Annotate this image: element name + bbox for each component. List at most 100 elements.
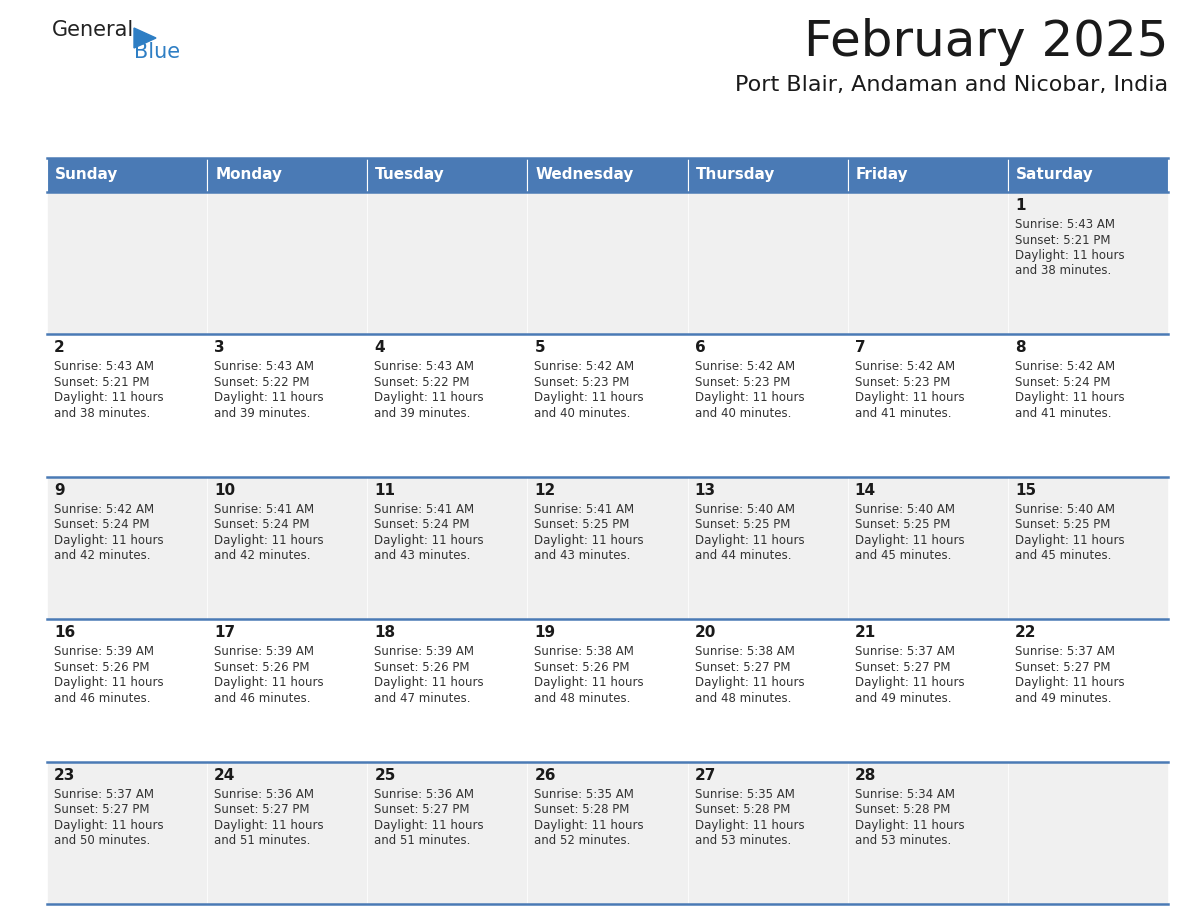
Text: 19: 19 xyxy=(535,625,556,640)
Text: Sunset: 5:22 PM: Sunset: 5:22 PM xyxy=(374,375,469,389)
Text: Sunrise: 5:42 AM: Sunrise: 5:42 AM xyxy=(854,361,955,374)
Text: Sunrise: 5:43 AM: Sunrise: 5:43 AM xyxy=(1015,218,1114,231)
Text: Sunset: 5:27 PM: Sunset: 5:27 PM xyxy=(214,803,310,816)
Bar xyxy=(207,620,367,762)
Text: and 39 minutes.: and 39 minutes. xyxy=(214,407,310,420)
Text: and 51 minutes.: and 51 minutes. xyxy=(374,834,470,847)
Text: Sunrise: 5:37 AM: Sunrise: 5:37 AM xyxy=(854,645,955,658)
Text: and 39 minutes.: and 39 minutes. xyxy=(374,407,470,420)
Bar xyxy=(527,762,688,904)
Text: Sunrise: 5:38 AM: Sunrise: 5:38 AM xyxy=(695,645,795,658)
Text: Tuesday: Tuesday xyxy=(375,167,446,183)
Bar xyxy=(688,158,848,192)
Text: Sunset: 5:26 PM: Sunset: 5:26 PM xyxy=(535,661,630,674)
Text: Sunset: 5:24 PM: Sunset: 5:24 PM xyxy=(53,519,150,532)
Text: Daylight: 11 hours: Daylight: 11 hours xyxy=(214,391,324,405)
Text: and 42 minutes.: and 42 minutes. xyxy=(214,549,310,563)
Text: 2: 2 xyxy=(53,341,65,355)
Text: Sunrise: 5:41 AM: Sunrise: 5:41 AM xyxy=(214,503,315,516)
Text: Daylight: 11 hours: Daylight: 11 hours xyxy=(214,819,324,832)
Text: 20: 20 xyxy=(695,625,716,640)
Text: and 38 minutes.: and 38 minutes. xyxy=(53,407,150,420)
Bar xyxy=(367,334,527,476)
Text: Sunrise: 5:34 AM: Sunrise: 5:34 AM xyxy=(854,788,955,800)
Text: 23: 23 xyxy=(53,767,75,783)
Text: 26: 26 xyxy=(535,767,556,783)
Bar xyxy=(48,620,207,762)
Bar xyxy=(367,158,527,192)
Bar xyxy=(527,476,688,620)
Text: Sunrise: 5:40 AM: Sunrise: 5:40 AM xyxy=(695,503,795,516)
Text: Sunset: 5:25 PM: Sunset: 5:25 PM xyxy=(854,519,950,532)
Text: Sunset: 5:27 PM: Sunset: 5:27 PM xyxy=(53,803,150,816)
Text: Sunset: 5:23 PM: Sunset: 5:23 PM xyxy=(535,375,630,389)
Text: Thursday: Thursday xyxy=(695,167,775,183)
Bar xyxy=(848,620,1007,762)
Bar xyxy=(1007,476,1168,620)
Text: Daylight: 11 hours: Daylight: 11 hours xyxy=(1015,391,1125,405)
Text: Monday: Monday xyxy=(215,167,282,183)
Bar xyxy=(688,476,848,620)
Bar xyxy=(207,334,367,476)
Text: 18: 18 xyxy=(374,625,396,640)
Text: 5: 5 xyxy=(535,341,545,355)
Text: 6: 6 xyxy=(695,341,706,355)
Text: Sunrise: 5:38 AM: Sunrise: 5:38 AM xyxy=(535,645,634,658)
Bar xyxy=(367,476,527,620)
Text: 11: 11 xyxy=(374,483,396,498)
Text: Sunset: 5:27 PM: Sunset: 5:27 PM xyxy=(374,803,469,816)
Text: Sunrise: 5:39 AM: Sunrise: 5:39 AM xyxy=(374,645,474,658)
Text: and 42 minutes.: and 42 minutes. xyxy=(53,549,151,563)
Text: and 40 minutes.: and 40 minutes. xyxy=(535,407,631,420)
Text: Blue: Blue xyxy=(134,42,181,62)
Bar xyxy=(848,476,1007,620)
Text: Sunrise: 5:39 AM: Sunrise: 5:39 AM xyxy=(214,645,314,658)
Text: Daylight: 11 hours: Daylight: 11 hours xyxy=(854,819,965,832)
Text: and 48 minutes.: and 48 minutes. xyxy=(535,691,631,705)
Text: Daylight: 11 hours: Daylight: 11 hours xyxy=(695,819,804,832)
Bar xyxy=(48,476,207,620)
Text: Daylight: 11 hours: Daylight: 11 hours xyxy=(854,533,965,547)
Text: Sunrise: 5:43 AM: Sunrise: 5:43 AM xyxy=(374,361,474,374)
Bar xyxy=(48,192,207,334)
Text: Sunrise: 5:42 AM: Sunrise: 5:42 AM xyxy=(1015,361,1116,374)
Text: and 46 minutes.: and 46 minutes. xyxy=(214,691,310,705)
Text: 24: 24 xyxy=(214,767,235,783)
Text: Port Blair, Andaman and Nicobar, India: Port Blair, Andaman and Nicobar, India xyxy=(735,75,1168,95)
Text: 12: 12 xyxy=(535,483,556,498)
Text: and 41 minutes.: and 41 minutes. xyxy=(1015,407,1111,420)
Text: Sunset: 5:24 PM: Sunset: 5:24 PM xyxy=(1015,375,1111,389)
Bar xyxy=(527,192,688,334)
Text: Daylight: 11 hours: Daylight: 11 hours xyxy=(214,677,324,689)
Text: Daylight: 11 hours: Daylight: 11 hours xyxy=(53,819,164,832)
Text: and 51 minutes.: and 51 minutes. xyxy=(214,834,310,847)
Bar xyxy=(1007,158,1168,192)
Bar xyxy=(367,620,527,762)
Text: Sunrise: 5:40 AM: Sunrise: 5:40 AM xyxy=(1015,503,1114,516)
Text: 17: 17 xyxy=(214,625,235,640)
Text: and 45 minutes.: and 45 minutes. xyxy=(1015,549,1111,563)
Text: Sunset: 5:27 PM: Sunset: 5:27 PM xyxy=(854,661,950,674)
Text: Sunset: 5:23 PM: Sunset: 5:23 PM xyxy=(854,375,950,389)
Text: Sunset: 5:28 PM: Sunset: 5:28 PM xyxy=(695,803,790,816)
Text: Sunset: 5:26 PM: Sunset: 5:26 PM xyxy=(374,661,469,674)
Text: and 53 minutes.: and 53 minutes. xyxy=(854,834,950,847)
Bar xyxy=(207,158,367,192)
Bar xyxy=(48,334,207,476)
Text: and 45 minutes.: and 45 minutes. xyxy=(854,549,952,563)
Text: Sunrise: 5:43 AM: Sunrise: 5:43 AM xyxy=(53,361,154,374)
Text: February 2025: February 2025 xyxy=(803,18,1168,66)
Text: Daylight: 11 hours: Daylight: 11 hours xyxy=(53,533,164,547)
Text: Sunset: 5:23 PM: Sunset: 5:23 PM xyxy=(695,375,790,389)
Text: Sunset: 5:24 PM: Sunset: 5:24 PM xyxy=(214,519,310,532)
Text: Sunrise: 5:35 AM: Sunrise: 5:35 AM xyxy=(695,788,795,800)
Text: Daylight: 11 hours: Daylight: 11 hours xyxy=(1015,249,1125,262)
Text: Daylight: 11 hours: Daylight: 11 hours xyxy=(374,533,484,547)
Text: Sunrise: 5:37 AM: Sunrise: 5:37 AM xyxy=(1015,645,1114,658)
Text: Sunrise: 5:37 AM: Sunrise: 5:37 AM xyxy=(53,788,154,800)
Text: Daylight: 11 hours: Daylight: 11 hours xyxy=(535,391,644,405)
Bar xyxy=(367,192,527,334)
Bar xyxy=(367,762,527,904)
Bar xyxy=(207,762,367,904)
Text: Daylight: 11 hours: Daylight: 11 hours xyxy=(854,677,965,689)
